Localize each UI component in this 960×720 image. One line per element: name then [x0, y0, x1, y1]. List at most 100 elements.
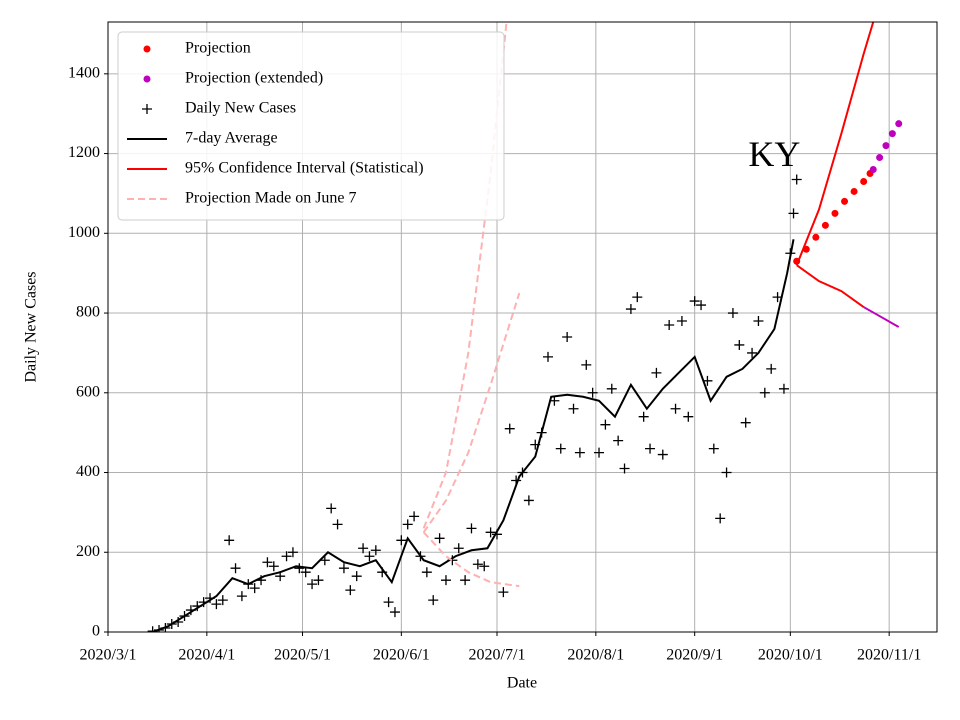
point: [850, 187, 858, 195]
point: [498, 587, 509, 598]
point: [555, 443, 566, 454]
point: [421, 567, 432, 578]
point: [217, 595, 228, 606]
point: [831, 209, 839, 217]
point: [428, 595, 439, 606]
point: [860, 177, 868, 185]
plot: [147, 22, 903, 632]
point: [841, 197, 849, 205]
x-tick-label: 2020/10/1: [758, 647, 823, 664]
point: [638, 411, 649, 422]
series-line: [795, 22, 875, 266]
point: [326, 503, 337, 514]
legend-label: Projection Made on June 7: [185, 190, 357, 207]
y-axis-label: Daily New Cases: [23, 271, 40, 382]
point: [696, 300, 707, 311]
point: [574, 447, 585, 458]
series-line: [796, 264, 865, 308]
legend-marker: [142, 104, 152, 114]
point: [600, 419, 611, 430]
point: [788, 208, 799, 219]
point: [581, 359, 592, 370]
point: [791, 174, 802, 185]
point: [664, 320, 675, 331]
point: [281, 551, 292, 562]
point: [888, 130, 896, 138]
point: [504, 423, 515, 434]
legend-label: Projection: [185, 40, 251, 57]
y-tick-label: 0: [92, 623, 100, 640]
point: [747, 347, 758, 358]
point: [708, 443, 719, 454]
point: [370, 545, 381, 556]
point: [396, 535, 407, 546]
point: [778, 383, 789, 394]
point: [759, 387, 770, 398]
point: [676, 316, 687, 327]
y-tick-label: 200: [76, 543, 100, 560]
x-tick-label: 2020/9/1: [666, 647, 723, 664]
series-line: [152, 239, 795, 632]
legend-label: 7-day Average: [185, 130, 278, 147]
point: [613, 435, 624, 446]
point: [345, 585, 356, 596]
point: [651, 367, 662, 378]
point: [625, 304, 636, 315]
point: [389, 607, 400, 618]
x-tick-label: 2020/11/1: [857, 647, 921, 664]
x-tick-label: 2020/3/1: [80, 647, 137, 664]
point: [812, 233, 820, 241]
x-tick-label: 2020/6/1: [373, 647, 430, 664]
legend-label: Projection (extended): [185, 70, 323, 87]
point: [568, 403, 579, 414]
point: [230, 563, 241, 574]
point: [562, 331, 573, 342]
point: [594, 447, 605, 458]
point: [543, 351, 554, 362]
point: [300, 567, 311, 578]
legend-label: 95% Confidence Interval (Statistical): [185, 160, 424, 177]
legend-box: [117, 31, 505, 221]
x-tick-label: 2020/7/1: [469, 647, 526, 664]
y-tick-label: 1200: [68, 144, 100, 161]
point: [606, 383, 617, 394]
series-line: [422, 292, 521, 533]
legend-marker: [143, 45, 151, 53]
point: [587, 387, 598, 398]
point: [657, 449, 668, 460]
point: [715, 513, 726, 524]
plot-frame: [107, 21, 938, 633]
point: [402, 519, 413, 530]
point: [211, 599, 222, 610]
point: [753, 316, 764, 327]
point: [224, 535, 235, 546]
point: [670, 403, 681, 414]
x-tick-label: 2020/8/1: [567, 647, 624, 664]
x-axis-label: Date: [507, 675, 537, 692]
point: [287, 547, 298, 558]
legend-marker: [143, 75, 151, 83]
y-tick-label: 600: [76, 383, 100, 400]
point: [249, 583, 260, 594]
point: [319, 555, 330, 566]
point: [479, 561, 490, 572]
x-tick-label: 2020/4/1: [178, 647, 235, 664]
point: [332, 519, 343, 530]
point: [766, 363, 777, 374]
point: [689, 296, 700, 307]
point: [364, 551, 375, 562]
point: [869, 166, 877, 174]
point: [313, 575, 324, 586]
point: [440, 575, 451, 586]
legend: Projection Projection (extended) Daily New…: [117, 31, 505, 221]
point: [236, 591, 247, 602]
point: [307, 579, 318, 590]
point: [460, 575, 471, 586]
point: [619, 463, 630, 474]
point: [485, 527, 496, 538]
point: [895, 120, 903, 128]
point: [338, 563, 349, 574]
y-tick-label: 1000: [68, 224, 100, 241]
series-line: [422, 531, 520, 588]
